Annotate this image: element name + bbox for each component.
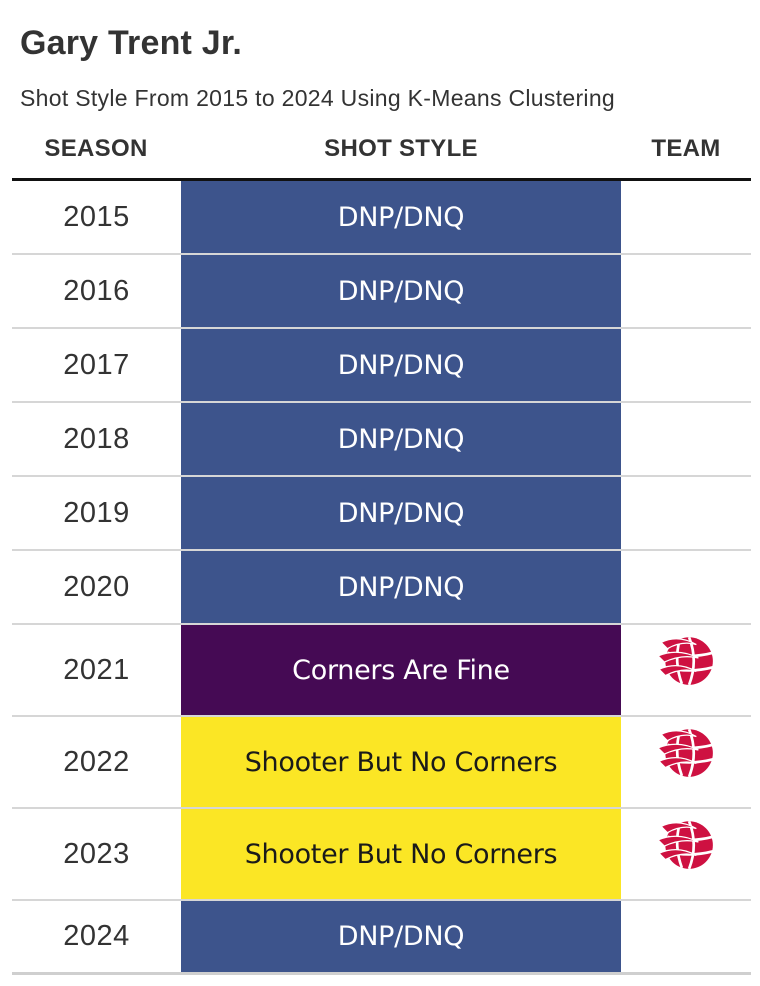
season-cell: 2021: [63, 653, 130, 686]
season-cell: 2022: [63, 745, 130, 778]
season-cell: 2024: [63, 920, 130, 952]
team-cell: [621, 403, 751, 475]
shot-style-cell: DNP/DNQ: [181, 551, 621, 623]
column-header-shot-style: SHOT STYLE: [324, 135, 478, 162]
team-cell: [621, 181, 751, 253]
header-rule: [12, 178, 751, 181]
season-cell: 2018: [63, 422, 130, 455]
raptors-logo-icon: [657, 820, 714, 870]
column-header-season: SEASON: [44, 135, 148, 162]
shot-style-cell: DNP/DNQ: [181, 477, 621, 549]
table-row: 2020 DNP/DNQ: [12, 551, 751, 625]
season-cell: 2019: [63, 496, 130, 529]
team-cell: [621, 551, 751, 623]
shot-style-cell: Shooter But No Corners: [181, 809, 621, 899]
shot-style-cell: Corners Are Fine: [181, 625, 621, 715]
raptors-logo-icon: [657, 636, 714, 686]
table-row: 2021 Corners Are Fine: [12, 625, 751, 717]
season-cell: 2023: [63, 837, 130, 870]
chart-title: Gary Trent Jr.: [20, 24, 243, 62]
team-cell: [621, 477, 751, 549]
table-row: 2019 DNP/DNQ: [12, 477, 751, 551]
table-row: 2016 DNP/DNQ: [12, 255, 751, 329]
shot-style-cell: DNP/DNQ: [181, 181, 621, 253]
shot-style-cell: DNP/DNQ: [181, 329, 621, 401]
season-cell: 2016: [63, 274, 130, 307]
shot-style-cell: Shooter But No Corners: [181, 717, 621, 807]
table-row: 2023 Shooter But No Corners: [12, 809, 751, 901]
table-row: 2022 Shooter But No Corners: [12, 717, 751, 809]
season-cell: 2017: [63, 348, 130, 381]
shot-style-cell: DNP/DNQ: [181, 255, 621, 327]
column-header-team: TEAM: [651, 135, 721, 162]
chart-subtitle: Shot Style From 2015 to 2024 Using K-Mea…: [20, 85, 616, 111]
season-cell: 2020: [63, 570, 130, 603]
season-table: 2015 DNP/DNQ 2016 DNP/DNQ 2017 DNP/DNQ 2018 DNP…: [12, 181, 751, 975]
shot-style-cell: DNP/DNQ: [181, 901, 621, 972]
raptors-logo-icon: [657, 728, 714, 778]
team-cell: [621, 329, 751, 401]
team-cell: [621, 809, 751, 899]
table-row: 2017 DNP/DNQ: [12, 329, 751, 403]
shot-style-cell: DNP/DNQ: [181, 403, 621, 475]
team-cell: [621, 255, 751, 327]
table-row: 2018 DNP/DNQ: [12, 403, 751, 477]
table-row: 2024 DNP/DNQ: [12, 901, 751, 975]
team-cell: [621, 717, 751, 807]
team-cell: [621, 625, 751, 715]
season-cell: 2015: [63, 200, 130, 233]
table-row: 2015 DNP/DNQ: [12, 181, 751, 255]
team-cell: [621, 901, 751, 972]
